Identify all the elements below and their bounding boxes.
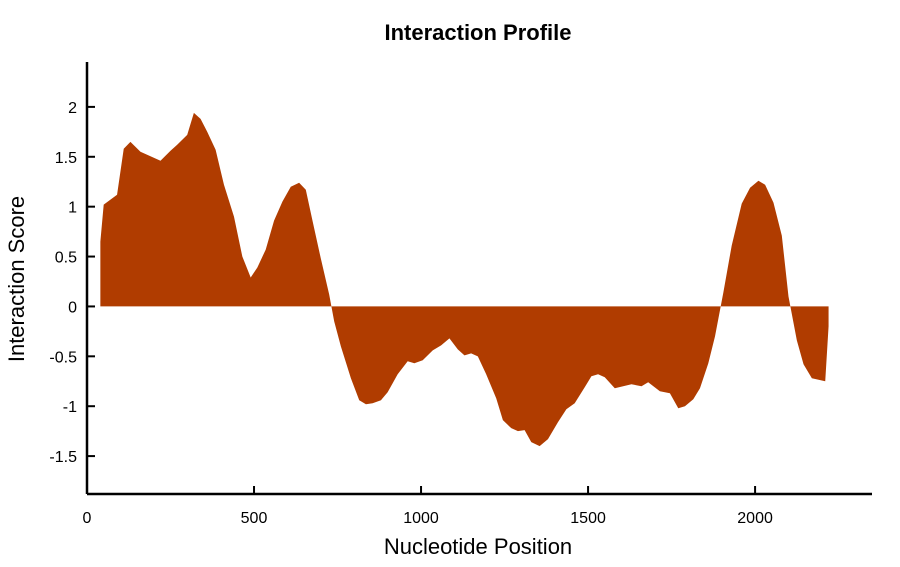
- x-axis-label: Nucleotide Position: [384, 534, 572, 559]
- y-tick-label: 0: [68, 299, 77, 316]
- y-tick-label: 0.5: [55, 250, 77, 267]
- x-tick-label: 500: [241, 510, 268, 527]
- x-tick-label: 2000: [737, 510, 773, 527]
- y-tick-label: 1: [68, 200, 77, 217]
- y-tick-label: 1.5: [55, 150, 77, 167]
- y-tick-label: 2: [68, 100, 77, 117]
- x-tick-label: 1500: [570, 510, 606, 527]
- x-tick-label: 1000: [403, 510, 439, 527]
- y-tick-label: -1: [63, 399, 77, 416]
- x-axis-ticks: 0 500 1000 1500 2000: [83, 486, 773, 527]
- chart-title: Interaction Profile: [384, 20, 571, 45]
- x-tick-label: 0: [83, 510, 92, 527]
- plot-area: [100, 112, 829, 447]
- interaction-area-series: [100, 112, 829, 447]
- y-axis-ticks: -1.5 -1 -0.5 0 0.5 1 1.5 2: [49, 100, 95, 466]
- y-tick-label: -1.5: [49, 449, 77, 466]
- y-tick-label: -0.5: [49, 349, 77, 366]
- y-axis-label: Interaction Score: [4, 196, 29, 362]
